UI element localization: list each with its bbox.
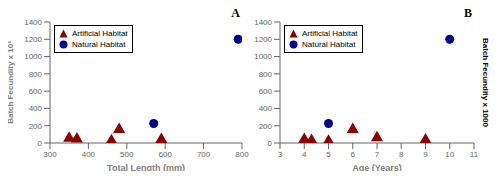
- svg-text:8: 8: [399, 150, 404, 159]
- svg-text:1200: 1200: [254, 35, 272, 44]
- svg-text:700: 700: [197, 150, 211, 159]
- svg-text:9: 9: [423, 150, 428, 159]
- svg-text:800: 800: [259, 70, 273, 79]
- svg-text:Total Length (mm): Total Length (mm): [107, 163, 185, 171]
- svg-text:Batch Fecundity x 10³: Batch Fecundity x 10³: [8, 41, 15, 124]
- svg-text:200: 200: [29, 122, 43, 131]
- svg-text:0: 0: [38, 139, 43, 148]
- svg-text:800: 800: [29, 70, 43, 79]
- svg-text:1000: 1000: [24, 52, 42, 61]
- svg-text:1000: 1000: [254, 52, 272, 61]
- svg-text:Age (Years): Age (Years): [352, 163, 402, 171]
- svg-text:7: 7: [375, 150, 380, 159]
- svg-text:6: 6: [351, 150, 356, 159]
- html-text:Artificial Habitat: Artificial Habitat: [72, 29, 128, 38]
- svg-text:600: 600: [259, 87, 273, 96]
- html-text:B: B: [464, 6, 472, 20]
- svg-text:400: 400: [82, 150, 96, 159]
- svg-text:1200: 1200: [24, 35, 42, 44]
- svg-text:300: 300: [43, 150, 57, 159]
- html-text:A: A: [231, 6, 240, 20]
- svg-text:1400: 1400: [254, 18, 272, 27]
- svg-text:11: 11: [470, 150, 479, 159]
- svg-text:800: 800: [235, 150, 249, 159]
- html-text:Batch Fecundity x 1000: Batch Fecundity x 1000: [480, 38, 490, 127]
- svg-text:5: 5: [326, 150, 331, 159]
- svg-text:4: 4: [302, 150, 307, 159]
- svg-text:600: 600: [159, 150, 173, 159]
- svg-text:1400: 1400: [24, 18, 42, 27]
- svg-text:0: 0: [268, 139, 273, 148]
- html-text:Natural Habitat: Natural Habitat: [72, 40, 126, 49]
- svg-text:10: 10: [445, 150, 454, 159]
- svg-text:400: 400: [259, 104, 273, 113]
- svg-text:500: 500: [120, 150, 134, 159]
- svg-text:200: 200: [259, 122, 273, 131]
- svg-text:3: 3: [278, 150, 283, 159]
- svg-text:600: 600: [29, 87, 43, 96]
- svg-text:400: 400: [29, 104, 43, 113]
- html-text:Natural Habitat: Natural Habitat: [302, 40, 356, 49]
- html-text:Artificial Habitat: Artificial Habitat: [302, 29, 358, 38]
